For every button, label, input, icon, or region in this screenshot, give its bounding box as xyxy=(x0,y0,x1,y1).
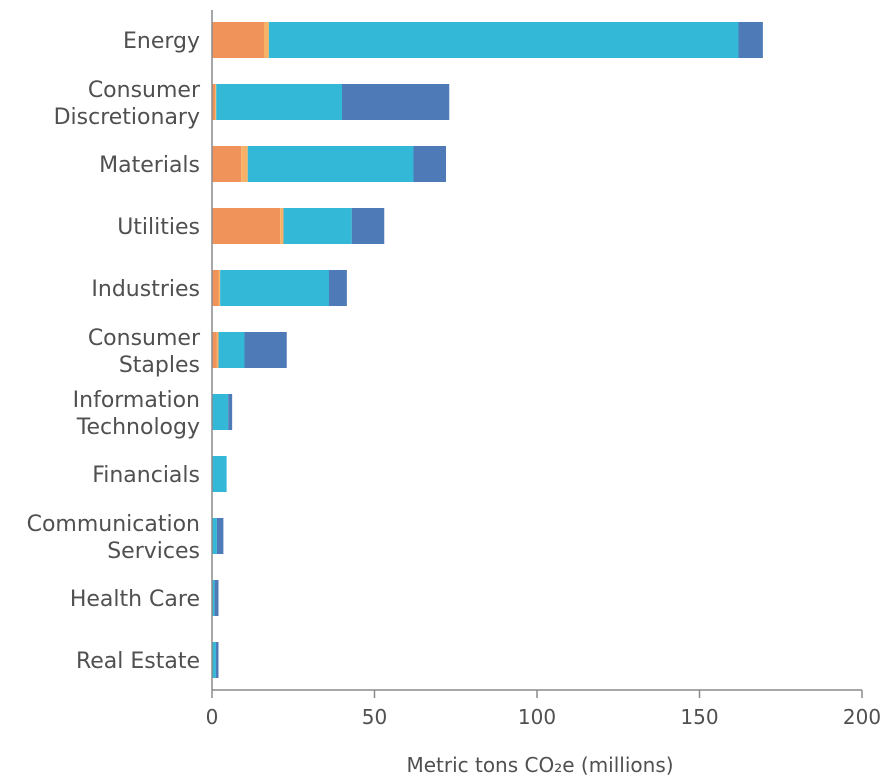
category-label-information-technology: Information Technology xyxy=(73,388,200,440)
category-label-line: Real Estate xyxy=(76,649,200,674)
bar-energy-segment-1 xyxy=(212,22,264,58)
bar-utilities-segment-1 xyxy=(212,208,281,244)
category-label-energy: Energy xyxy=(123,29,200,54)
category-label-line: Staples xyxy=(119,353,200,378)
bar-consumer-discretionary-segment-1 xyxy=(212,84,216,120)
bar-utilities-segment-3 xyxy=(283,208,352,244)
category-label-line: Health Care xyxy=(70,587,200,612)
bar-communication-services-segment-3 xyxy=(212,518,217,554)
category-label-industries: Industries xyxy=(91,277,200,302)
category-label-line: Energy xyxy=(123,29,200,54)
bars-group xyxy=(212,22,763,678)
bar-industries-segment-3 xyxy=(220,270,329,306)
bar-health-care-segment-4 xyxy=(214,580,219,616)
category-label-consumer-staples: Consumer Staples xyxy=(88,326,201,378)
bar-consumer-staples-segment-3 xyxy=(218,332,245,368)
category-label-consumer-discretionary: Consumer Discretionary xyxy=(54,78,201,130)
bar-industries-segment-2 xyxy=(218,270,221,306)
bar-financials-segment-3 xyxy=(212,456,227,492)
bar-consumer-discretionary-segment-3 xyxy=(216,84,342,120)
bar-energy-segment-4 xyxy=(738,22,763,58)
category-label-line: Utilities xyxy=(117,215,200,240)
category-label-health-care: Health Care xyxy=(70,587,200,612)
bar-consumer-staples-segment-2 xyxy=(216,332,219,368)
category-label-line: Discretionary xyxy=(54,105,200,130)
category-label-utilities: Utilities xyxy=(117,215,200,240)
x-tick-label: 150 xyxy=(680,705,718,729)
bar-materials-segment-2 xyxy=(241,146,248,182)
x-tick-label: 200 xyxy=(843,705,881,729)
category-label-line: Industries xyxy=(91,277,200,302)
x-tick-label: 0 xyxy=(206,705,219,729)
category-label-materials: Materials xyxy=(99,153,200,178)
category-label-line: Financials xyxy=(92,463,200,488)
bar-consumer-staples-segment-1 xyxy=(212,332,217,368)
bar-energy-segment-2 xyxy=(264,22,269,58)
category-label-real-estate: Real Estate xyxy=(76,649,200,674)
bar-industries-segment-4 xyxy=(329,270,347,306)
bar-utilities-segment-2 xyxy=(280,208,284,244)
category-label-communication-services: Communication Services xyxy=(27,512,200,564)
category-label-line: Information xyxy=(73,388,200,413)
bar-industries-segment-1 xyxy=(212,270,219,306)
category-label-line: Consumer xyxy=(88,326,201,351)
bar-materials-segment-1 xyxy=(212,146,242,182)
bar-energy-segment-3 xyxy=(268,22,739,58)
bar-information-technology-segment-3 xyxy=(212,394,229,430)
x-tick-label: 100 xyxy=(518,705,556,729)
bar-consumer-staples-segment-4 xyxy=(244,332,287,368)
bar-utilities-segment-4 xyxy=(351,208,385,244)
bar-consumer-discretionary-segment-2 xyxy=(215,84,217,120)
category-label-financials: Financials xyxy=(92,463,200,488)
bar-health-care-segment-3 xyxy=(212,580,215,616)
category-label-line: Communication xyxy=(27,512,200,537)
category-label-line: Technology xyxy=(76,415,200,440)
bar-materials-segment-4 xyxy=(413,146,446,182)
bar-materials-segment-3 xyxy=(247,146,414,182)
bar-communication-services-segment-4 xyxy=(216,518,224,554)
x-ticks: 0 50 100 150 200 xyxy=(206,690,881,729)
category-label-line: Consumer xyxy=(88,78,201,103)
x-axis-title: Metric tons CO₂e (millions) xyxy=(406,753,673,777)
bar-consumer-discretionary-segment-4 xyxy=(342,84,450,120)
category-label-line: Materials xyxy=(99,153,200,178)
bar-real-estate-segment-3 xyxy=(212,642,216,678)
category-label-line: Services xyxy=(107,539,200,564)
bar-information-technology-segment-4 xyxy=(228,394,233,430)
x-tick-label: 50 xyxy=(362,705,387,729)
bar-real-estate-segment-4 xyxy=(215,642,219,678)
